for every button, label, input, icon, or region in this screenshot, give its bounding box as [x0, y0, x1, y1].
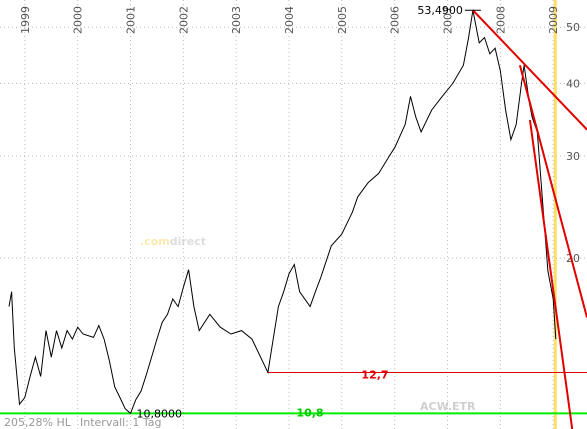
x-tick-label: 2001: [125, 6, 138, 34]
x-tick-label: 2005: [336, 6, 349, 34]
footer-text: 205,28% HL: [4, 416, 72, 429]
trend-line: [518, 64, 587, 318]
y-tick-label: 50: [566, 21, 580, 34]
price-line: [8, 10, 557, 415]
x-tick-label: 1999: [19, 6, 32, 34]
x-tick-label: 2009: [547, 6, 560, 34]
watermark: .comdirect: [140, 235, 206, 248]
watermark-part: direct: [170, 235, 206, 248]
watermark-part: .com: [140, 235, 170, 248]
low-label: 10,8000: [137, 407, 183, 420]
symbol-label: ACW.ETR: [420, 400, 476, 413]
y-tick-label: 40: [566, 77, 580, 90]
y-tick-label: 30: [566, 150, 580, 163]
x-tick-label: 2000: [72, 6, 85, 34]
level-label: 12,7: [361, 369, 388, 382]
x-tick-label: 2006: [389, 6, 402, 34]
trend-line: [528, 119, 574, 429]
x-tick-label: 2008: [494, 6, 507, 34]
footer-text: Intervall: 1 Tag: [80, 416, 162, 429]
peak-label: 53,4900: [417, 4, 463, 17]
trend-line: [472, 9, 587, 131]
x-tick-label: 2004: [283, 6, 296, 34]
x-tick-label: 2002: [177, 6, 190, 34]
x-tick-label: 2003: [230, 6, 243, 34]
level-label: 10,8: [296, 406, 323, 419]
